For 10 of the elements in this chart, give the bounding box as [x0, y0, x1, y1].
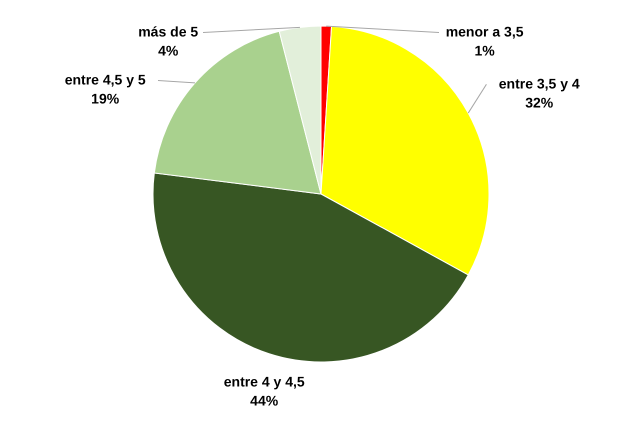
data-label: 44% [250, 392, 279, 408]
slice-label: menor a 3,5 [446, 24, 524, 40]
data-label: 1% [474, 42, 496, 58]
slice-label: entre 4,5 y 5 [64, 72, 146, 88]
slice-label: entre 4 y 4,5 [224, 373, 305, 390]
data-label: 4% [158, 42, 179, 58]
slice-label: más de 5 [138, 24, 198, 40]
data-label: 32% [525, 94, 554, 110]
data-label: 19% [91, 90, 120, 106]
slice-label: entre 3,5 y 4 [498, 75, 580, 92]
